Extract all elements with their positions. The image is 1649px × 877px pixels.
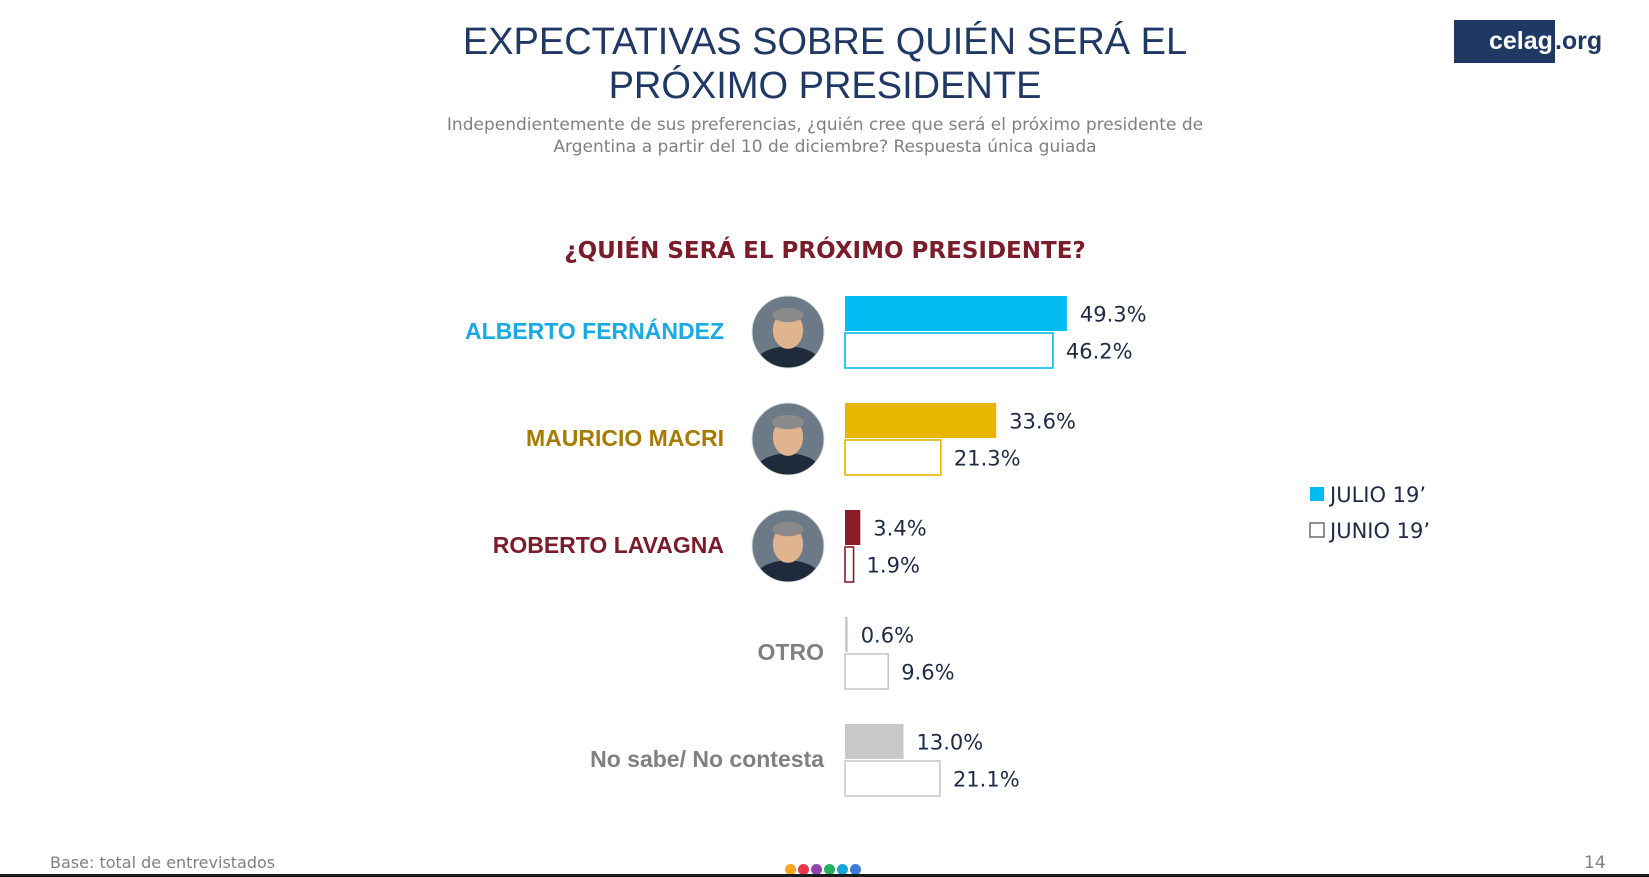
alberto-fernandez-photo-hair [772, 307, 804, 323]
brand-dots [785, 864, 861, 875]
bar-mauricio-macri-junio-19 [844, 439, 942, 476]
page-number: 14 [1584, 853, 1606, 873]
logo-main-text: celag [1454, 20, 1555, 63]
bar-otro-junio-19 [844, 653, 890, 690]
chart-title: ¿QUIÉN SERÁ EL PRÓXIMO PRESIDENTE? [564, 238, 1086, 264]
category-label-no-sabe-no-contesta: No sabe/ No contesta [590, 746, 824, 772]
legend-swatch-julio-19 [1310, 487, 1324, 501]
mauricio-macri-photo-frame [751, 402, 825, 476]
logo-tld-text: .org [1554, 27, 1603, 55]
legend-swatch-junio-19 [1309, 522, 1325, 538]
base-footnote: Base: total de entrevistados [50, 853, 276, 872]
data-label-no-sabe-no-contesta-julio-19: 13.0% [917, 731, 984, 755]
bar-roberto-lavagna-julio-19 [845, 510, 861, 545]
bottom-rule [0, 874, 1649, 877]
title-line-2: PRÓXIMO PRESIDENTE [608, 65, 1042, 107]
category-label-mauricio-macri: MAURICIO MACRI [526, 425, 724, 451]
data-label-alberto-fernandez-julio-19: 49.3% [1080, 303, 1147, 327]
alberto-fernandez-photo-frame [751, 295, 825, 369]
roberto-lavagna-photo-suit [753, 560, 823, 582]
roberto-lavagna-photo-image [752, 510, 824, 582]
brand-dot [824, 864, 835, 875]
bar-mauricio-macri-julio-19 [845, 403, 997, 438]
legend-label-julio-19: JULIO 19’ [1328, 483, 1426, 507]
mauricio-macri-photo-suit [753, 453, 823, 475]
alberto-fernandez-photo-image [752, 296, 824, 368]
category-label-roberto-lavagna: ROBERTO LAVAGNA [493, 532, 724, 558]
alberto-fernandez-photo-suit [753, 346, 823, 368]
question-subtitle: Independientemente de sus preferencias, … [430, 114, 1220, 158]
mauricio-macri-photo-hair [772, 414, 804, 430]
data-label-alberto-fernandez-junio-19: 46.2% [1066, 340, 1133, 364]
bar-alberto-fernandez-julio-19 [845, 296, 1067, 331]
data-label-no-sabe-no-contesta-junio-19: 21.1% [953, 768, 1020, 792]
alberto-fernandez-photo [751, 295, 825, 369]
roberto-lavagna-photo-frame [751, 509, 825, 583]
data-label-roberto-lavagna-julio-19: 3.4% [873, 517, 926, 541]
data-label-otro-junio-19: 9.6% [901, 661, 954, 685]
bar-alberto-fernandez-junio-19 [844, 332, 1054, 369]
page-title: EXPECTATIVAS SOBRE QUIÉN SERÁ EL PRÓXIMO… [420, 20, 1230, 108]
brand-dot [785, 864, 796, 875]
data-label-mauricio-macri-junio-19: 21.3% [954, 447, 1021, 471]
mauricio-macri-photo [751, 402, 825, 476]
bar-otro-julio-19 [845, 617, 848, 652]
brand-dot [837, 864, 848, 875]
brand-dot [850, 864, 861, 875]
subtitle-line-1: Independientemente de sus preferencias, … [446, 115, 1204, 135]
data-label-otro-julio-19: 0.6% [861, 624, 914, 648]
category-label-alberto-fernandez: ALBERTO FERNÁNDEZ [465, 317, 724, 344]
legend-label-junio-19: JUNIO 19’ [1328, 519, 1430, 543]
subtitle-line-2: Argentina a partir del 10 de diciembre? … [553, 137, 1097, 157]
brand-dot [811, 864, 822, 875]
roberto-lavagna-photo [751, 509, 825, 583]
data-label-roberto-lavagna-junio-19: 1.9% [867, 554, 920, 578]
mauricio-macri-photo-image [752, 403, 824, 475]
bar-roberto-lavagna-junio-19 [844, 546, 855, 583]
celag-logo: celag .org [1454, 20, 1602, 63]
bar-no-sabe-no-contesta-julio-19 [845, 724, 904, 759]
data-label-mauricio-macri-julio-19: 33.6% [1009, 410, 1076, 434]
roberto-lavagna-photo-hair [772, 521, 804, 537]
brand-dot [798, 864, 809, 875]
category-label-otro: OTRO [758, 639, 824, 665]
title-line-1: EXPECTATIVAS SOBRE QUIÉN SERÁ EL [462, 21, 1188, 63]
bar-no-sabe-no-contesta-junio-19 [844, 760, 941, 797]
